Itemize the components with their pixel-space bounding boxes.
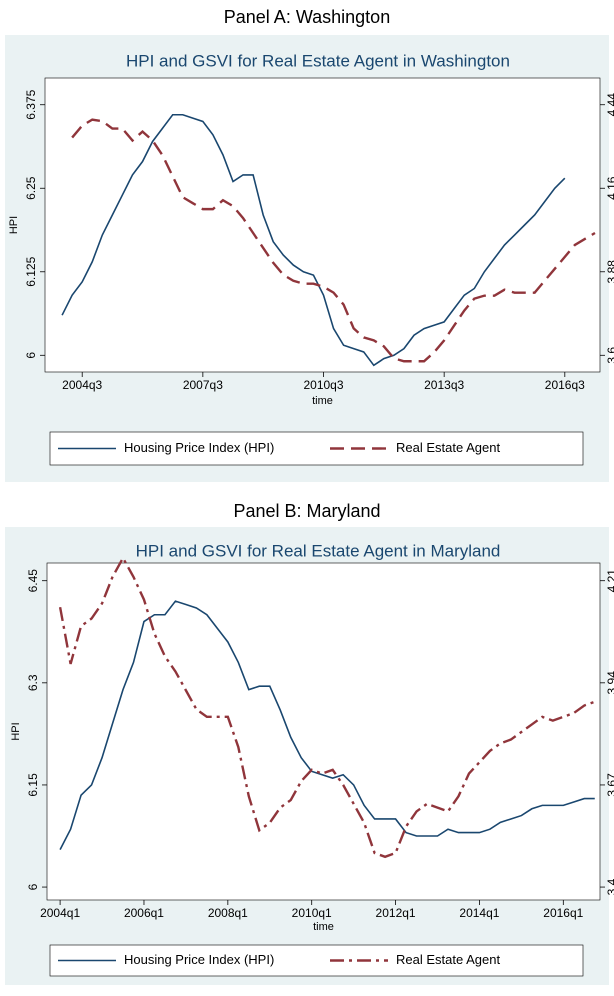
plot-area	[44, 77, 601, 373]
legend-label: Real Estate Agent	[396, 440, 500, 455]
y-axis-label: HPI	[10, 722, 22, 740]
legend	[49, 944, 584, 977]
x-tick-label: 2013q3	[424, 378, 464, 392]
y2-tick-label: 3.6	[605, 347, 614, 364]
x-tick-label: 2016q1	[543, 906, 583, 920]
y-tick-label: 6.45	[26, 569, 40, 593]
x-tick-label: 2004q1	[40, 906, 80, 920]
y2-tick-label: 4.21	[605, 569, 614, 593]
y2-tick-label: 3.67	[605, 773, 614, 797]
y2-tick-label: 3.94	[605, 671, 614, 695]
x-tick-label: 2010q1	[292, 906, 332, 920]
series-line	[61, 113, 566, 367]
x-tick-label: 2012q1	[376, 906, 416, 920]
y-tick-label: 6.375	[24, 89, 38, 119]
x-axis-label: time	[312, 395, 333, 407]
x-tick-label: 2010q3	[303, 378, 343, 392]
y-tick-label: 6.25	[24, 176, 38, 200]
y-axis-label: HPI	[8, 216, 20, 234]
panel-title: Panel A: Washington	[224, 7, 390, 27]
series-line	[71, 118, 596, 363]
series-line	[58, 555, 596, 859]
y2-tick-label: 4.16	[605, 176, 614, 200]
y-tick-label: 6.3	[26, 674, 40, 691]
legend-label: Housing Price Index (HPI)	[124, 440, 274, 455]
x-tick-label: 2006q1	[124, 906, 164, 920]
legend-label: Real Estate Agent	[396, 952, 500, 967]
legend	[49, 431, 584, 466]
y-tick-label: 6	[24, 352, 38, 359]
y-tick-label: 6.15	[26, 773, 40, 797]
x-tick-label: 2008q1	[208, 906, 248, 920]
panel-title: Panel B: Maryland	[233, 501, 380, 521]
y-tick-label: 6.125	[24, 256, 38, 286]
chart-title: HPI and GSVI for Real Estate Agent in Wa…	[126, 51, 510, 70]
x-tick-label: 2016q3	[545, 378, 585, 392]
x-tick-label: 2014q1	[459, 906, 499, 920]
y2-tick-label: 3.4	[605, 878, 614, 895]
y2-tick-label: 3.88	[605, 260, 614, 284]
y2-tick-label: 4.44	[605, 93, 614, 117]
y-tick-label: 6	[26, 883, 40, 890]
x-axis-label: time	[313, 921, 334, 933]
legend-label: Housing Price Index (HPI)	[124, 952, 274, 967]
chart-title: HPI and GSVI for Real Estate Agent in Ma…	[136, 541, 501, 560]
x-tick-label: 2007q3	[183, 378, 223, 392]
x-tick-label: 2004q3	[62, 378, 102, 392]
plot-area	[46, 562, 601, 901]
